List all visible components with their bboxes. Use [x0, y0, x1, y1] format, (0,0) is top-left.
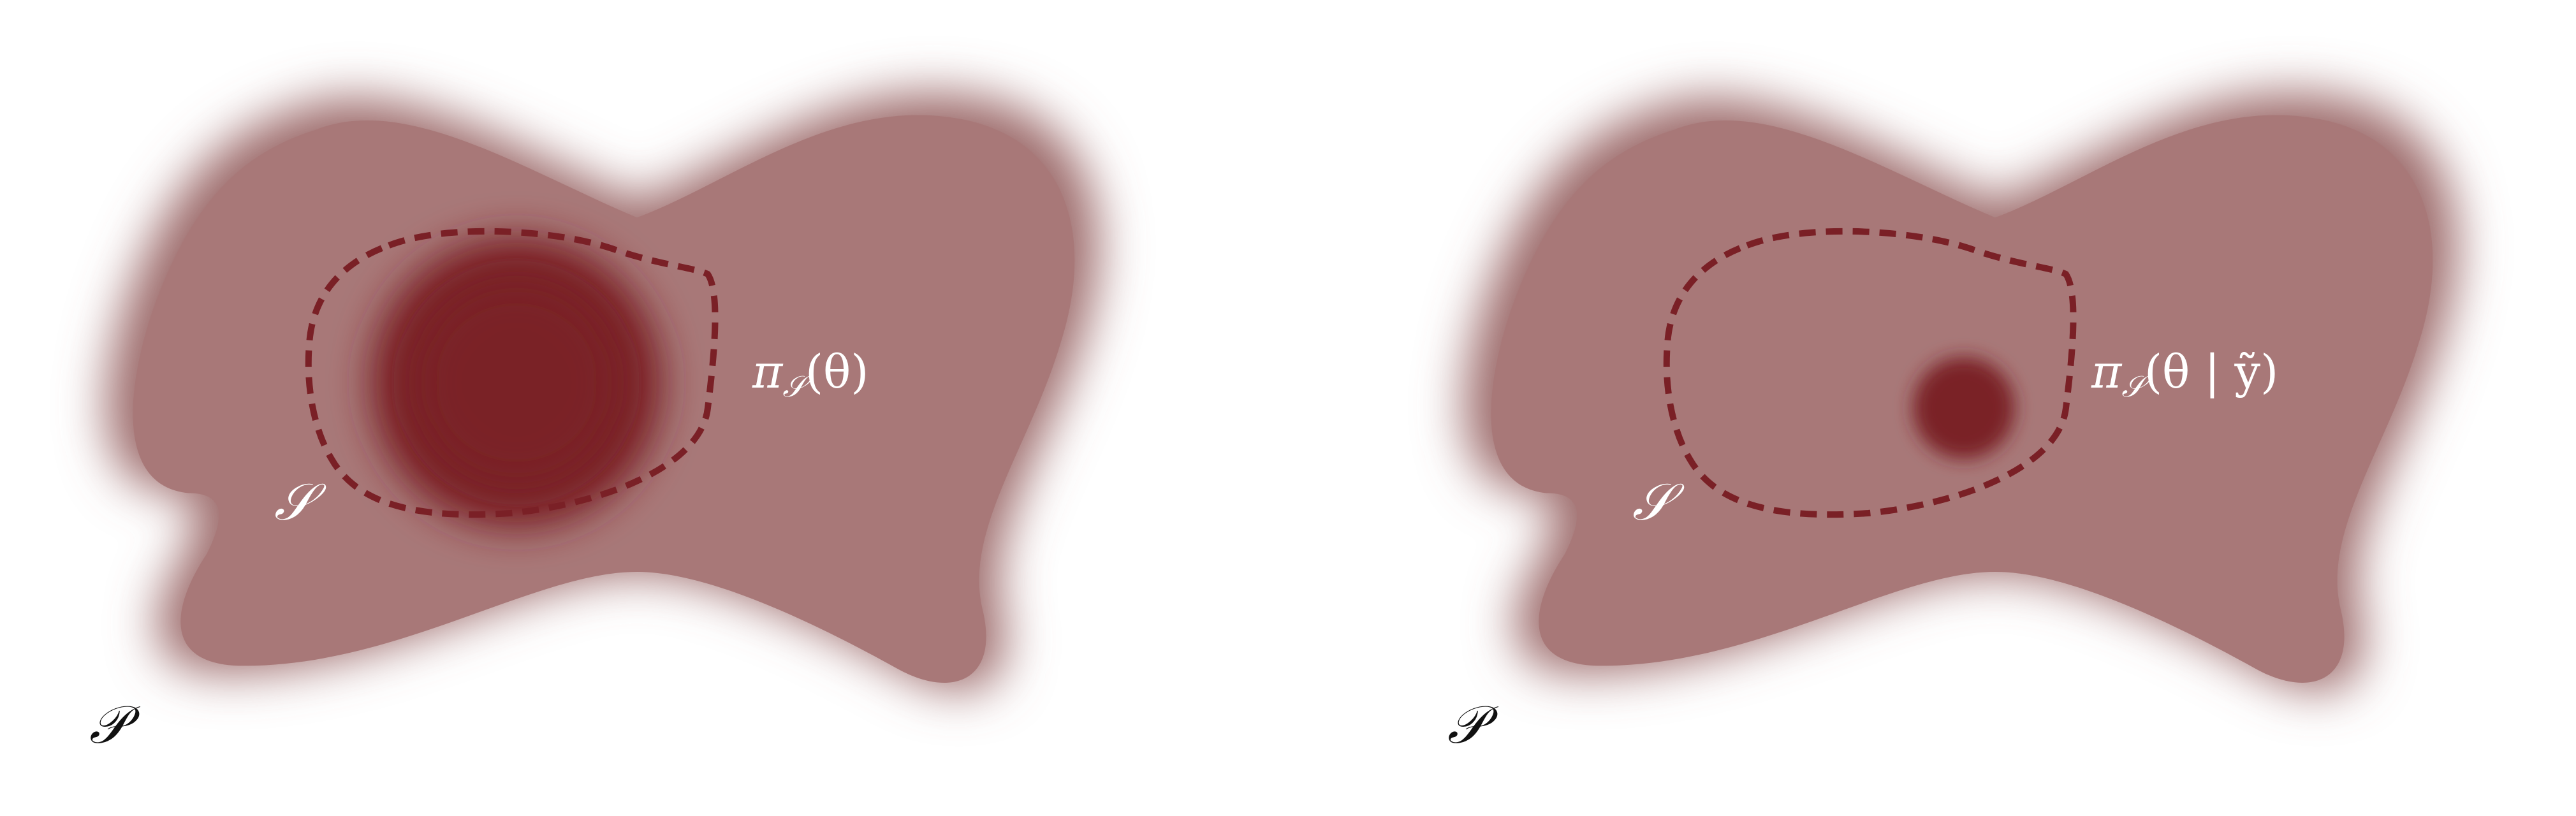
- prior-density-blob: [370, 236, 663, 529]
- density-symbol: π: [2091, 345, 2123, 398]
- subset-dashed-outline: [305, 228, 719, 518]
- density-label-posterior: π𝒮(θ | ỹ): [2091, 345, 2278, 404]
- subset-dashed-outline: [1663, 228, 2077, 518]
- density-label-prior: π𝒮(θ): [752, 345, 868, 404]
- density-args: (θ): [805, 345, 869, 398]
- density-args: (θ | ỹ): [2144, 345, 2278, 398]
- panel-posterior: 𝒫 𝒮 π𝒮(θ | ỹ): [1447, 92, 2457, 755]
- posterior-density-blob: [1913, 357, 2015, 459]
- outer-space-label: 𝒫: [1447, 695, 1499, 755]
- density-symbol: π: [752, 345, 784, 398]
- outer-space-label: 𝒫: [89, 695, 141, 755]
- panel-prior: 𝒫 𝒮 π𝒮(θ): [89, 92, 1099, 755]
